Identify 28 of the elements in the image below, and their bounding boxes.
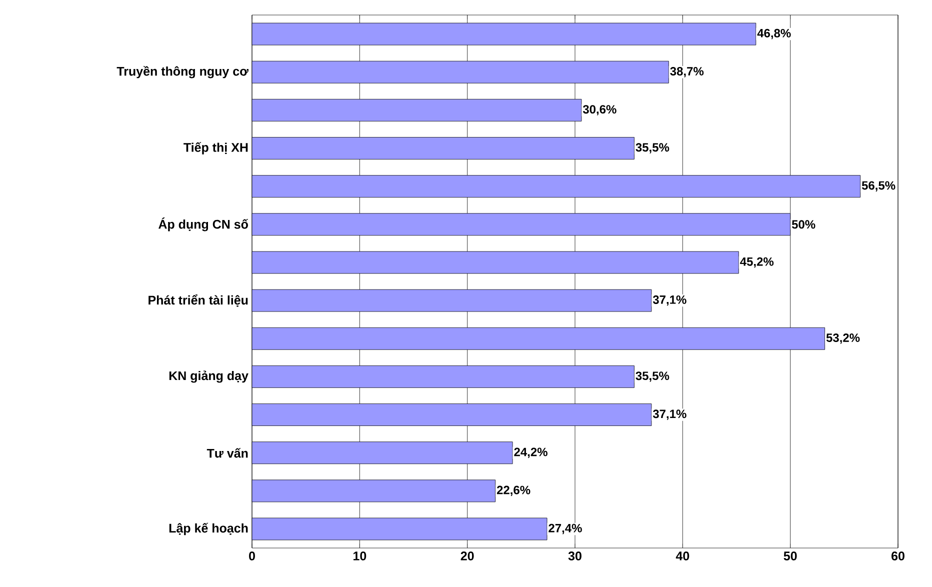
data-label: 46,8% [757, 28, 791, 40]
data-label: 22,6% [496, 486, 530, 496]
y-tick-label: Áp dụng CN số [158, 218, 248, 232]
y-tick-label: Truyền thông nguy cơ [116, 66, 248, 78]
x-tick-label: 40 [676, 552, 690, 560]
data-label: 37,1% [652, 295, 686, 306]
data-label: 37,1% [652, 410, 686, 420]
x-tick-label: 30 [568, 552, 582, 560]
y-tick-label: Phát triển tài liệu [148, 294, 248, 307]
x-tick-label: 0 [249, 552, 255, 560]
y-tick-label: KN giảng dạy [169, 370, 248, 383]
y-tick-label: Tiếp thị XH [184, 142, 248, 154]
x-tick-label: 10 [354, 552, 366, 560]
x-tick-label: 20 [460, 552, 474, 560]
x-tick-label: 60 [892, 552, 904, 560]
data-label: 35,5% [636, 143, 670, 154]
x-tick-label: 50 [784, 552, 797, 560]
data-label: 27,4% [548, 524, 582, 534]
data-label: 56,5% [862, 181, 896, 192]
data-label: 53,2% [826, 334, 860, 344]
data-label: 50% [792, 220, 816, 229]
data-label: 30,6% [582, 105, 616, 116]
data-label: 35,5% [636, 372, 670, 382]
data-label: 24,2% [514, 448, 548, 458]
data-label: 45,2% [740, 257, 774, 268]
y-tick-label: Lập kế hoạch [169, 522, 248, 536]
data-label: 38,7% [670, 67, 704, 78]
y-tick-label: Tư vấn [206, 448, 248, 458]
